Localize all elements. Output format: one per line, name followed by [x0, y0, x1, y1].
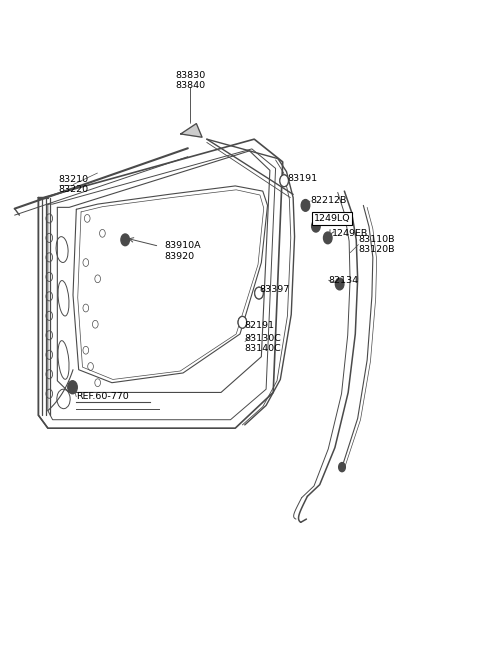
- Text: 83830
83840: 83830 83840: [175, 71, 205, 90]
- Circle shape: [280, 175, 288, 187]
- Polygon shape: [180, 124, 202, 137]
- Text: 82134: 82134: [328, 276, 359, 284]
- Text: 83130C
83140C: 83130C 83140C: [245, 334, 282, 354]
- Circle shape: [312, 220, 320, 232]
- Circle shape: [336, 278, 344, 290]
- Text: 83110B
83120B: 83110B 83120B: [359, 234, 395, 254]
- Circle shape: [301, 200, 310, 212]
- Text: 83210
83220: 83210 83220: [59, 175, 89, 195]
- Circle shape: [238, 316, 247, 328]
- Circle shape: [121, 234, 130, 246]
- Text: 82212B: 82212B: [310, 196, 347, 206]
- Circle shape: [339, 462, 345, 472]
- Circle shape: [255, 288, 263, 299]
- Text: 83191: 83191: [288, 174, 318, 183]
- Text: 1249LQ: 1249LQ: [313, 214, 350, 223]
- Text: 82191: 82191: [245, 321, 275, 330]
- Circle shape: [280, 175, 288, 187]
- Circle shape: [324, 232, 332, 244]
- Text: 83397: 83397: [259, 286, 289, 294]
- Text: REF.60-770: REF.60-770: [76, 392, 129, 402]
- Circle shape: [255, 288, 263, 299]
- Circle shape: [238, 316, 247, 328]
- Text: 1249EB: 1249EB: [332, 229, 368, 238]
- Text: 83910A
83920: 83910A 83920: [164, 241, 201, 261]
- Circle shape: [68, 381, 77, 394]
